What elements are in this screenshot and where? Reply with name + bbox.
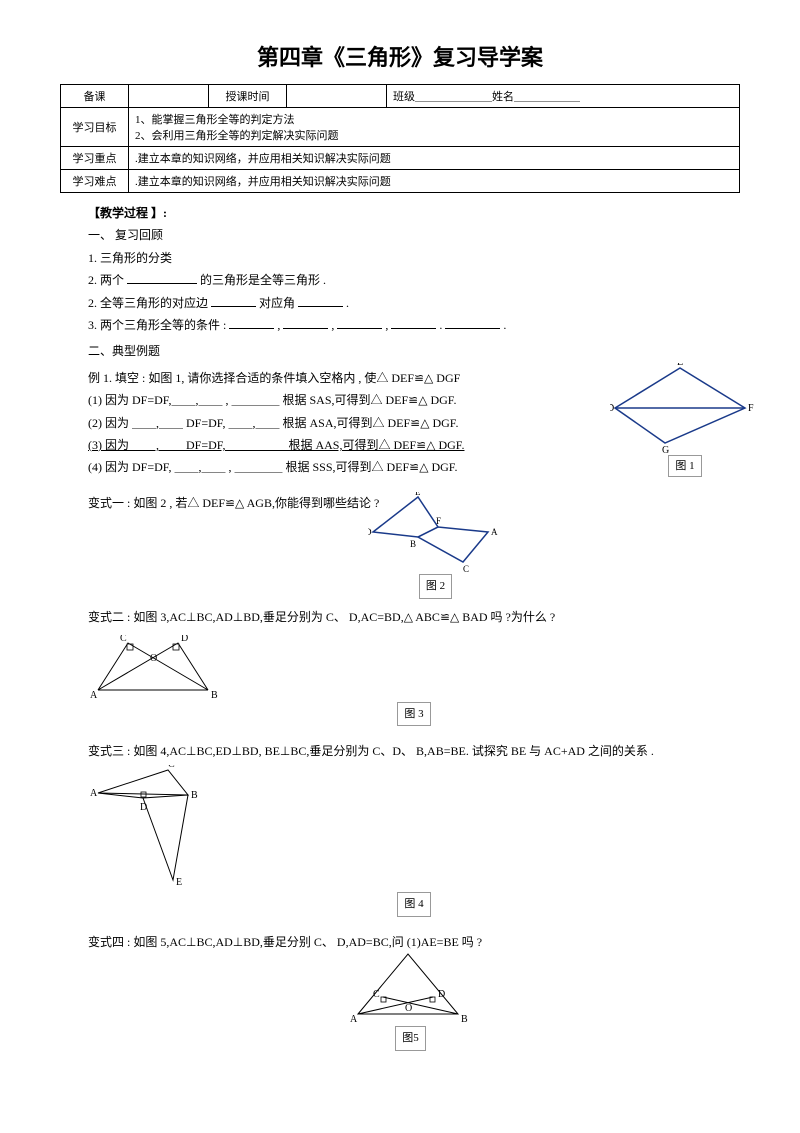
sec2-title: 二、典型例题 <box>88 341 740 361</box>
svg-text:C: C <box>120 635 127 644</box>
blank[interactable] <box>229 317 274 329</box>
svg-text:C: C <box>168 765 175 770</box>
sec1-l3: 2. 全等三角形的对应边 对应角 . <box>88 293 740 313</box>
svg-text:B: B <box>461 1014 468 1024</box>
cell-blank[interactable] <box>129 85 209 108</box>
sec1-l3a: 2. 全等三角形的对应边 <box>88 296 211 310</box>
svg-text:D: D <box>438 989 445 1000</box>
figure-3: A B C D O 图 3 <box>88 635 740 727</box>
cell-class-name[interactable]: 班级＿＿＿＿＿＿＿姓名＿＿＿＿＿＿ <box>387 85 740 108</box>
svg-text:O: O <box>405 1003 412 1014</box>
sec1-l4a: 3. 两个三角形全等的条件 : <box>88 318 226 332</box>
sec1-title: 一、 复习回顾 <box>88 225 740 245</box>
cell-goal-label: 学习目标 <box>61 108 129 147</box>
svg-text:O: O <box>150 653 157 664</box>
svg-text:E: E <box>677 363 683 368</box>
proc-title: 【教学过程 】: <box>88 203 740 223</box>
blank[interactable] <box>127 272 197 284</box>
figure-4: A B C D E 图 4 <box>88 765 740 917</box>
isoceles-cross-icon: A B C D O <box>348 949 473 1024</box>
svg-text:B: B <box>211 690 218 700</box>
blank[interactable] <box>283 317 328 329</box>
svg-text:A: A <box>90 788 98 799</box>
sec1-l3c: . <box>346 296 349 310</box>
figure-5: A B C D O 图5 <box>348 949 473 1051</box>
sec1-l4: 3. 两个三角形全等的条件 : , , , . . <box>88 315 740 335</box>
sec1-l2a: 2. 两个 <box>88 273 127 287</box>
fig3-label: 图 3 <box>397 702 430 727</box>
svg-text:D: D <box>140 802 147 813</box>
var3: 变式三 : 如图 4,AC⊥BC,ED⊥BD, BE⊥BC,垂足分别为 C、D、… <box>88 740 740 763</box>
cell-focus-label: 学习重点 <box>61 147 129 170</box>
sec1-l2: 2. 两个 的三角形是全等三角形 . <box>88 270 740 290</box>
svg-text:E: E <box>415 492 421 497</box>
figure-2: D E F B A C 图 2 <box>368 492 503 599</box>
info-table: 备课 授课时间 班级＿＿＿＿＿＿＿姓名＿＿＿＿＿＿ 学习目标 1、能掌握三角形全… <box>60 84 740 193</box>
svg-text:F: F <box>436 516 441 526</box>
sec1-l2b: 的三角形是全等三角形 . <box>200 273 326 287</box>
cell-beike: 备课 <box>61 85 129 108</box>
fig2-label: 图 2 <box>419 574 452 599</box>
sec1-l3b: 对应角 <box>259 296 298 310</box>
var2: 变式二 : 如图 3,AC⊥BC,AD⊥BD,垂足分别为 C、 D,AC=BD,… <box>88 606 740 629</box>
svg-text:A: A <box>491 527 498 537</box>
sec1-l1: 1. 三角形的分类 <box>88 248 740 268</box>
blank[interactable] <box>445 317 500 329</box>
svg-text:F: F <box>748 403 754 414</box>
cell-time-label: 授课时间 <box>209 85 287 108</box>
svg-text:C: C <box>373 989 380 1000</box>
fig1-label: 图 1 <box>668 455 701 478</box>
svg-text:B: B <box>191 790 198 801</box>
right-triangles-icon: A B C D E <box>88 765 203 890</box>
cell-goal: 1、能掌握三角形全等的判定方法 2、会利用三角形全等的判定解决实际问题 <box>129 108 740 147</box>
svg-text:E: E <box>176 877 182 888</box>
cell-time[interactable] <box>287 85 387 108</box>
blank[interactable] <box>298 295 343 307</box>
fig4-label: 图 4 <box>397 892 430 917</box>
fig5-label: 图5 <box>395 1026 426 1051</box>
svg-text:D: D <box>368 527 372 537</box>
bowtie-diagram-icon: D E F B A C <box>368 492 503 572</box>
cell-focus: .建立本章的知识网络，并应用相关知识解决实际问题 <box>129 147 740 170</box>
crossed-triangles-icon: A B C D O <box>88 635 223 700</box>
ex1-l3-text: (3) 因为 ＿＿,＿＿ DF=DF,＿＿＿＿＿ 根据 AAS,可得到△ DEF… <box>88 438 464 452</box>
svg-text:G: G <box>662 445 669 453</box>
svg-text:C: C <box>463 564 469 572</box>
sec1-l4b: . <box>503 318 506 332</box>
kite-diagram-icon: D E F G <box>610 363 760 453</box>
svg-text:B: B <box>410 539 416 549</box>
svg-text:D: D <box>181 635 188 644</box>
figure-1: D E F G 图 1 <box>610 363 760 478</box>
blank[interactable] <box>337 317 382 329</box>
cell-diff: .建立本章的知识网络，并应用相关知识解决实际问题 <box>129 170 740 193</box>
blank[interactable] <box>211 295 256 307</box>
svg-text:A: A <box>350 1014 358 1024</box>
cell-diff-label: 学习难点 <box>61 170 129 193</box>
blank[interactable] <box>391 317 436 329</box>
svg-text:A: A <box>90 690 98 700</box>
svg-text:D: D <box>610 403 614 414</box>
page-title: 第四章《三角形》复习导学案 <box>60 40 740 72</box>
